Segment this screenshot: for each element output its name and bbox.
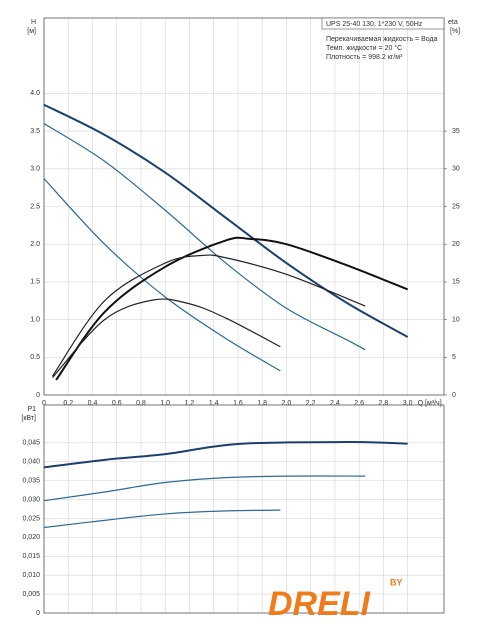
- info-line: Плотность = 998.2 кг/м³: [326, 54, 403, 61]
- info-box: [321, 17, 445, 30]
- chart-1: 0 0,005 0,010 0,015 0,020 0,025 0,030 0,035 0,04…: [21, 404, 445, 617]
- x-tick-label: 2,6: [354, 400, 364, 407]
- curve: [55, 236, 409, 381]
- y-tick-label: 4.0: [30, 90, 40, 97]
- curve: [43, 509, 281, 529]
- y2-tick-label: 0: [452, 392, 456, 399]
- x-tick-label: 0,2: [63, 400, 73, 407]
- y-tick-label: 1.5: [30, 279, 40, 286]
- y2-tick-label: 15: [452, 279, 460, 286]
- y2-axis-label: eta: [448, 19, 458, 26]
- plot-frame: [43, 404, 445, 614]
- x-tick-label: 0,4: [88, 400, 98, 407]
- y-axis-label: H: [31, 19, 36, 26]
- y-tick-label: 0: [36, 392, 40, 399]
- x-tick-label: 2,0: [282, 400, 292, 407]
- y-axis-unit: [кВт]: [21, 415, 36, 422]
- y-tick-label: 0,025: [22, 515, 40, 522]
- y-tick-label: 2.5: [30, 203, 40, 210]
- info-line: Темп. жидкости = 20 °C: [326, 44, 402, 52]
- y-tick-label: 1.0: [30, 316, 40, 323]
- y-tick-label: 2.0: [30, 241, 40, 248]
- info-title: UPS 25-40 130, 1*230 V, 50Hz: [326, 21, 423, 28]
- logo: DRELI BY: [268, 577, 403, 623]
- x-tick-label: 2,2: [306, 400, 316, 407]
- x-tick-label: 1,4: [209, 400, 219, 407]
- y2-tick-label: 25: [452, 203, 460, 210]
- x-tick-label: 2,8: [379, 400, 389, 407]
- y-tick-label: 0,030: [22, 496, 40, 503]
- curve: [43, 441, 408, 469]
- info-line: Перекачиваемая жидкость = Вода: [326, 36, 438, 43]
- y-tick-label: 0,005: [22, 591, 40, 598]
- y-tick-label: 0: [36, 610, 40, 617]
- y2-axis-unit: [%]: [450, 28, 460, 35]
- logo-suffix: BY: [390, 577, 403, 587]
- y-tick-label: 0,040: [22, 459, 40, 466]
- plot-frame: [43, 17, 445, 396]
- y2-tick-label: 5: [452, 354, 456, 361]
- x-axis-label: Q [м³/ч]: [418, 400, 442, 407]
- x-tick-label: 3,0: [403, 400, 413, 407]
- chart-0: 0 0,2 0,4 0,6 0,8 1,0 1,2 1,4 1,6 1,8 2,0 2,2 2,4 2,6…: [27, 17, 460, 407]
- x-tick-label: 0: [42, 400, 46, 407]
- x-tick-label: 1,8: [257, 400, 267, 407]
- curve: [43, 123, 366, 351]
- y2-tick-label: 35: [452, 128, 460, 135]
- curve: [43, 475, 366, 502]
- y-tick-label: 0,020: [22, 534, 40, 541]
- curve: [43, 178, 281, 372]
- y-tick-label: 3.0: [30, 166, 40, 173]
- x-tick-label: 0,6: [112, 400, 122, 407]
- y-tick-label: 0,045: [22, 440, 40, 447]
- logo-text: DRELI: [268, 585, 372, 623]
- y-tick-label: 0,035: [22, 477, 40, 484]
- curve: [51, 254, 366, 377]
- y-tick-label: 0.5: [30, 354, 40, 361]
- y-tick-label: 3.5: [30, 128, 40, 135]
- x-tick-label: 1,0: [160, 400, 170, 407]
- y-axis-unit: [м]: [27, 28, 36, 35]
- y-axis-label: P1: [27, 406, 36, 413]
- curve: [43, 103, 409, 338]
- x-tick-label: 1,6: [233, 400, 243, 407]
- curve: [52, 298, 281, 379]
- y-tick-label: 0,010: [22, 572, 40, 579]
- x-tick-label: 2,4: [330, 400, 340, 407]
- y-tick-label: 0,015: [22, 553, 40, 560]
- x-tick-label: 0,8: [136, 400, 146, 407]
- x-tick-label: 1,2: [185, 400, 195, 407]
- y2-tick-label: 10: [452, 316, 460, 323]
- y2-tick-label: 30: [452, 166, 460, 173]
- y2-tick-label: 20: [452, 241, 460, 248]
